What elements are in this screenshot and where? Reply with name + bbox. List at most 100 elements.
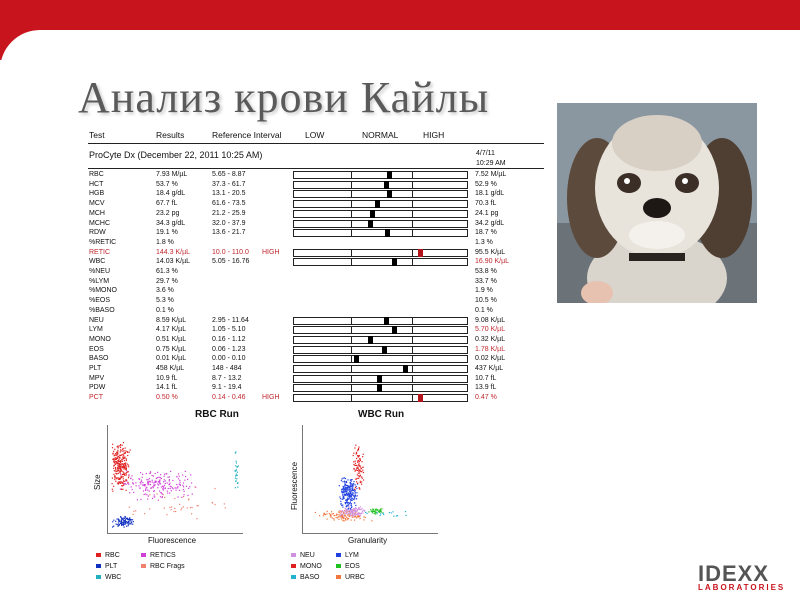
- test-result: 5.3 %: [156, 297, 174, 305]
- idexx-logo: IDEXX: [698, 561, 770, 586]
- reference-interval: 148 - 484: [212, 365, 242, 372]
- reference-interval: 61.6 - 73.5: [212, 200, 246, 208]
- test-name: %MONO: [89, 287, 117, 295]
- result-row: NEU 8.59 K/µL 2.95 - 11.64 9.08 K/µL: [88, 316, 544, 326]
- prior-result: 95.5 K/µL: [475, 248, 506, 256]
- header-low: LOW: [305, 130, 325, 140]
- gauge-marker: [387, 190, 393, 199]
- test-name: MONO: [89, 335, 111, 343]
- range-gauge: [293, 316, 468, 325]
- range-gauge: [293, 258, 468, 267]
- gauge-marker: [354, 355, 360, 364]
- plt-cluster: [112, 515, 134, 528]
- prior-result: 52.9 %: [475, 180, 497, 188]
- prior-result: 437 K/µL: [475, 365, 504, 372]
- test-name: PLT: [89, 365, 102, 372]
- legend-label: MONO: [300, 563, 322, 570]
- range-gauge: [293, 209, 468, 218]
- test-result: 34.3 g/dL: [156, 219, 186, 227]
- test-result: 23.2 pg: [156, 209, 180, 217]
- legend-swatch: [291, 553, 296, 558]
- test-name: RBC: [89, 171, 104, 178]
- test-name: MCHC: [89, 219, 110, 227]
- reference-interval: 10.0 - 110.0: [212, 248, 249, 256]
- baso-cluster: [365, 511, 407, 517]
- reference-interval: 32.0 - 37.9: [212, 219, 246, 227]
- range-gauge: [293, 229, 468, 238]
- legend-item: PLT: [96, 561, 141, 572]
- legend-label: RBC: [105, 552, 120, 559]
- result-row: PLT 458 K/µL 148 - 484 437 K/µL: [88, 364, 544, 374]
- range-gauge: [293, 219, 468, 228]
- flag-label: HIGH: [262, 394, 280, 402]
- wbc-cluster: [234, 451, 239, 489]
- reference-interval: 13.6 - 21.7: [212, 229, 246, 237]
- test-name: %LYM: [89, 277, 110, 285]
- legend-label: PLT: [105, 563, 118, 570]
- test-name: NEU: [89, 316, 104, 324]
- prior-result: 1.78 K/µL: [475, 345, 506, 353]
- test-result: 53.7 %: [156, 180, 178, 188]
- idexx-logo-sub: LABORATORIES: [698, 583, 786, 592]
- test-name: RETIC: [89, 248, 110, 256]
- wbc-plot-title: WBC Run: [358, 409, 405, 420]
- legend-item: RETICS: [141, 550, 186, 561]
- gauge-marker: [418, 394, 424, 403]
- gauge-marker: [383, 316, 389, 325]
- result-row: MCHC 34.3 g/dL 32.0 - 37.9 34.2 g/dL: [88, 219, 544, 229]
- slide-title: Анализ крови Кайлы: [78, 73, 490, 122]
- legend-swatch: [141, 564, 146, 569]
- result-row: HCT 53.7 % 37.3 - 61.7 52.9 %: [88, 180, 544, 190]
- range-gauge: [293, 326, 468, 335]
- reference-interval: 0.14 - 0.46: [212, 394, 246, 402]
- result-row: MCH 23.2 pg 21.2 - 25.9 24.1 pg: [88, 209, 544, 219]
- result-row: MPV 10.9 fL 8.7 - 13.2 10.7 fL: [88, 374, 544, 384]
- legend-item: WBC: [96, 572, 141, 583]
- test-result: 7.93 M/µL: [156, 171, 188, 178]
- test-result: 144.3 K/µL: [156, 248, 191, 256]
- prior-result: 10.7 fL: [475, 374, 497, 382]
- legend-item: EOS: [336, 561, 381, 572]
- reference-interval: 37.3 - 61.7: [212, 180, 246, 188]
- legend-label: WBC: [105, 574, 122, 581]
- reference-interval: 0.16 - 1.12: [212, 335, 246, 343]
- test-result: 1.8 %: [156, 238, 174, 246]
- prior-result: 13.9 fL: [475, 384, 497, 392]
- reference-interval: 21.2 - 25.9: [212, 209, 246, 217]
- legend-swatch: [96, 575, 101, 580]
- test-result: 4.17 K/µL: [156, 326, 187, 334]
- gauge-marker: [402, 365, 408, 373]
- wbc-scatter: [314, 444, 407, 522]
- result-row: %MONO 3.6 % 1.9 %: [88, 286, 544, 296]
- legend-item: URBC: [336, 572, 381, 583]
- prior-result: 34.2 g/dL: [475, 219, 505, 227]
- range-gauge: [293, 180, 468, 189]
- result-row: WBC 14.03 K/µL 5.05 - 16.76 16.90 K/µL: [88, 257, 544, 267]
- prior-result: 0.1 %: [475, 306, 493, 314]
- legend-swatch: [96, 553, 101, 558]
- test-name: HGB: [89, 190, 105, 198]
- legend-label: RBC Frags: [150, 563, 185, 570]
- legend-label: EOS: [345, 563, 360, 570]
- prior-result: 18.1 g/dL: [475, 190, 505, 198]
- top-red-band: [0, 0, 800, 30]
- legend-item: RBC: [96, 550, 141, 561]
- prior-result: 7.52 M/µL: [475, 171, 507, 178]
- test-result: 0.75 K/µL: [156, 345, 187, 353]
- test-name: BASO: [89, 355, 109, 363]
- test-result: 8.59 K/µL: [156, 316, 187, 324]
- test-result: 0.50 %: [156, 394, 178, 402]
- wbc-plot-area: [302, 425, 438, 534]
- result-row: MCV 67.7 fL 61.6 - 73.5 70.3 fL: [88, 199, 544, 209]
- test-result: 19.1 %: [156, 229, 178, 237]
- header-reference: Reference Interval: [212, 130, 282, 140]
- gauge-marker: [383, 180, 389, 189]
- reference-interval: 0.00 - 0.10: [212, 355, 246, 363]
- test-name: LYM: [89, 326, 103, 334]
- prior-result: 1.9 %: [475, 287, 493, 295]
- gauge-marker: [369, 209, 375, 218]
- legend-swatch: [141, 553, 146, 558]
- range-gauge: [293, 394, 468, 403]
- range-gauge: [293, 365, 468, 373]
- legend-item: NEU: [291, 550, 336, 561]
